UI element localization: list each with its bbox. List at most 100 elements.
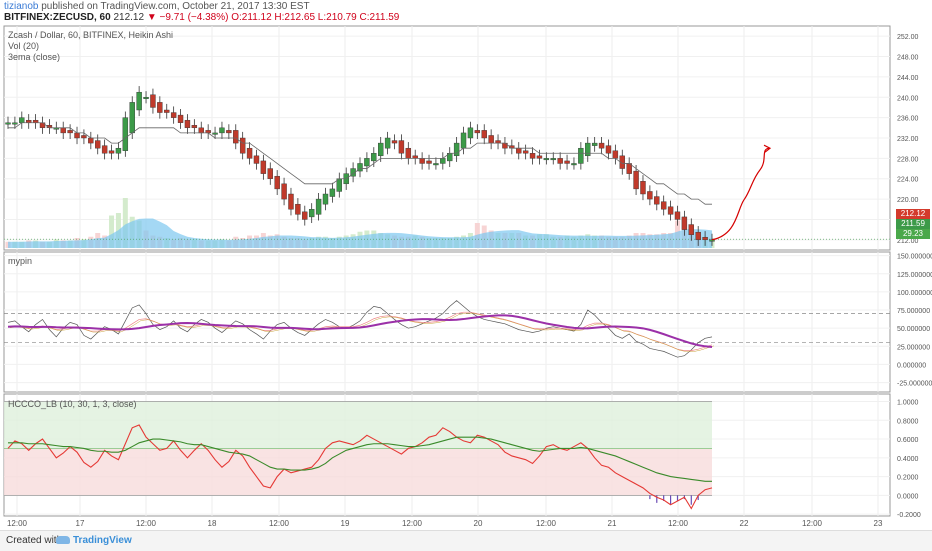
volume-ma-area	[8, 218, 712, 248]
volume-bar	[122, 198, 128, 248]
y-tick-label: 240.00	[897, 95, 919, 102]
symbol-info: BITFINEX:ZECUSD, 60 212.12 ▼ −9.71 (−4.3…	[4, 12, 399, 23]
candle-body	[674, 211, 681, 220]
candle-body	[440, 158, 446, 164]
candle-body	[419, 158, 425, 164]
candle-body	[170, 112, 177, 118]
x-tick-label: 21	[608, 519, 617, 528]
candle-body	[157, 102, 163, 113]
candle-body	[39, 122, 46, 129]
candle-body	[433, 163, 439, 166]
candle-body	[212, 132, 218, 135]
candle-body	[564, 160, 570, 164]
candle-body	[74, 132, 80, 139]
y-tick-label: -0.2000	[897, 512, 921, 519]
volume-bar	[109, 215, 115, 248]
pane-frame	[3, 251, 891, 393]
x-tick-label: 19	[341, 519, 350, 528]
x-tick-label: 22	[740, 519, 749, 528]
ohlc-values: O:211.12 H:212.65 L:210.79 C:211.59	[231, 12, 400, 23]
y-tick-label: 0.4000	[897, 456, 919, 463]
candle-body	[681, 216, 688, 230]
candle-body	[288, 193, 294, 210]
candle-body	[702, 237, 708, 241]
x-tick-label: 12:00	[802, 519, 823, 528]
candle-body	[329, 188, 336, 197]
candle-body	[371, 153, 377, 162]
y-tick-label: 100.000000	[897, 290, 932, 297]
cloud-icon	[56, 536, 70, 545]
x-tick-label: 12:00	[668, 519, 689, 528]
tradingview-logo[interactable]: TradingView	[56, 535, 132, 546]
volume-label: Vol (20)	[8, 41, 40, 51]
forecast-arrowhead	[763, 144, 772, 153]
candle-body	[612, 150, 619, 159]
candle-body	[647, 191, 653, 200]
candle-body	[233, 130, 239, 144]
candle-body	[246, 147, 253, 159]
candle-body	[274, 175, 280, 190]
x-tick-label: 18	[208, 519, 217, 528]
candle-body	[357, 163, 363, 172]
mypin-slow-line	[7, 314, 713, 348]
candle-body	[177, 114, 184, 123]
candle-body	[529, 153, 536, 159]
hccco-slow-line	[8, 436, 712, 482]
candle-body	[591, 142, 598, 146]
candle-body	[164, 109, 170, 113]
main-pane-title: Zcash / Dollar, 60, BITFINEX, Heikin Ash…	[8, 30, 174, 40]
chart-area[interactable]: 212.00216.00220.00224.00228.00232.00236.…	[0, 0, 932, 530]
candle-body	[5, 122, 11, 125]
candle-body	[350, 168, 356, 177]
candle-body	[660, 201, 667, 210]
y-tick-label: 244.00	[897, 75, 919, 82]
candle-body	[315, 198, 322, 215]
candle-body	[481, 130, 487, 139]
close-price-tag: 211.59	[896, 219, 930, 229]
candle-body	[516, 147, 522, 154]
candle-body	[184, 119, 191, 129]
candle-body	[364, 158, 370, 167]
candle-body	[619, 155, 625, 169]
candle-body	[239, 137, 246, 154]
candle-body	[67, 130, 73, 134]
candle-body	[550, 158, 556, 161]
author-link[interactable]: tizianob	[4, 1, 39, 12]
candle-body	[453, 142, 460, 157]
candle-body	[281, 183, 287, 200]
y-tick-label: 212.00	[897, 238, 919, 245]
candle-body	[578, 147, 584, 164]
x-tick-label: 20	[474, 519, 483, 528]
candle-body	[150, 94, 156, 108]
y-tick-label: 0.8000	[897, 418, 919, 425]
footer-bar: Created with TradingView	[0, 530, 932, 551]
y-tick-label: 248.00	[897, 55, 919, 62]
forecast-arrow	[711, 147, 771, 241]
brand-name: TradingView	[73, 535, 132, 546]
y-tick-label: 236.00	[897, 116, 919, 123]
volume-tag: 29.23	[896, 229, 930, 239]
published-text: published on TradingView.com, October 21…	[38, 1, 310, 12]
candle-body	[391, 140, 398, 144]
candle-body	[536, 155, 543, 159]
candle-body	[571, 163, 577, 166]
candle-body	[267, 168, 273, 179]
candle-body	[633, 170, 639, 190]
last-price-tag: 212.12	[896, 209, 930, 219]
candle-body	[426, 160, 432, 164]
candle-body	[460, 132, 467, 149]
x-tick-label: 23	[874, 519, 883, 528]
ema-line	[8, 122, 712, 205]
candle-body	[322, 193, 329, 205]
candle-body	[12, 122, 18, 125]
candle-body	[226, 130, 232, 134]
candle-body	[336, 178, 342, 192]
last-price: 212.12	[113, 12, 145, 23]
candle-body	[122, 117, 129, 151]
candle-body	[654, 196, 660, 205]
candle-body	[295, 203, 301, 215]
candle-body	[308, 209, 315, 218]
symbol-name: BITFINEX:ZECUSD, 60	[4, 12, 111, 23]
y-tick-label: 150.000000	[897, 254, 932, 261]
candle-body	[605, 145, 612, 154]
